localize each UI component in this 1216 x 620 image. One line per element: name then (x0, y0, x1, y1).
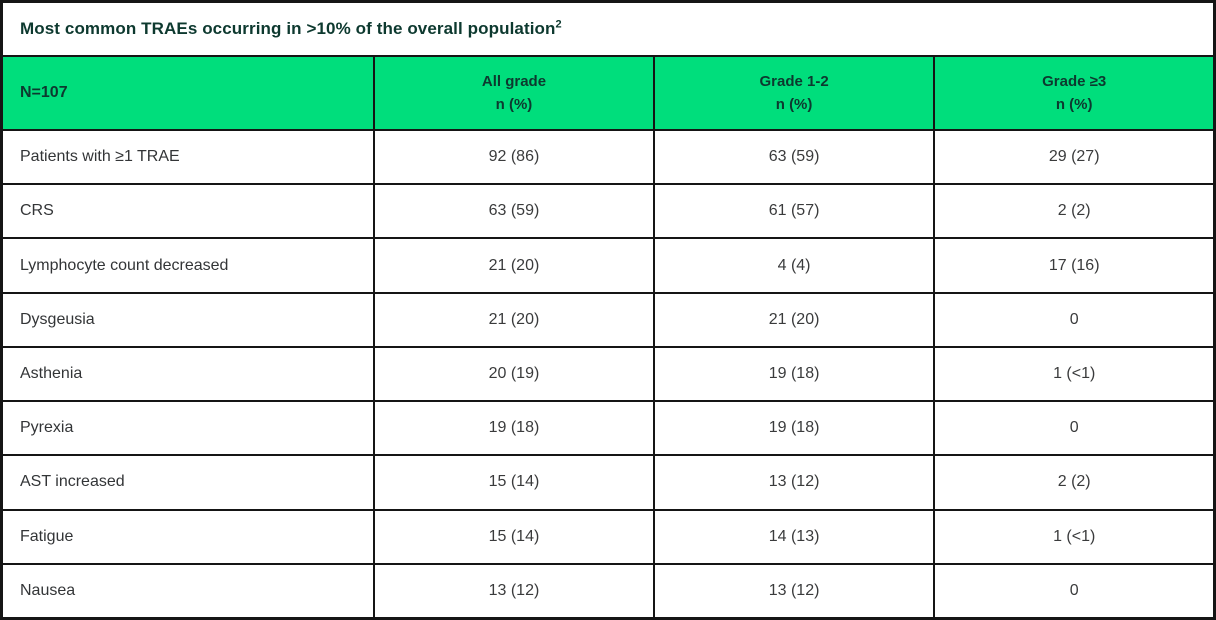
table-row: Asthenia 20 (19) 19 (18) 1 (<1) (3, 345, 1213, 401)
grade-1-2-cell: 61 (57) (652, 185, 934, 238)
all-grade-cell: 20 (19) (373, 347, 653, 401)
table-title-footnote-marker: 2 (555, 18, 562, 31)
row-label-cell: Asthenia (20, 364, 83, 382)
table-row: CRS 63 (59) 61 (57) 2 (2) (3, 183, 1213, 238)
header-grade-3plus-label: Grade ≥3 (1042, 72, 1107, 90)
all-grade-cell: 21 (20) (373, 239, 653, 292)
header-all-grade-unit: n (%) (495, 96, 533, 113)
grade-1-2-cell: 19 (18) (652, 347, 934, 401)
table-title-text: Most common TRAEs occurring in >10% of t… (20, 19, 556, 38)
row-label-cell: Fatigue (20, 527, 74, 545)
grade-1-2-cell: 14 (13) (652, 510, 934, 563)
grade-3plus-cell: 0 (933, 293, 1213, 346)
table-title: Most common TRAEs occurring in >10% of t… (20, 19, 562, 39)
table-header-row: N=107 All grade n (%) Grade 1-2 n (%) Gr… (3, 57, 1213, 131)
grade-1-2-cell: 13 (12) (652, 564, 934, 617)
grade-3plus-cell: 17 (16) (933, 239, 1213, 292)
table-row: Dysgeusia 21 (20) 21 (20) 0 (3, 291, 1213, 346)
table-row: Patients with ≥1 TRAE 92 (86) 63 (59) 29… (3, 131, 1213, 184)
grade-3plus-cell: 0 (933, 564, 1213, 617)
header-all-grade-label: All grade (481, 72, 547, 90)
all-grade-cell: 21 (20) (373, 293, 653, 346)
row-label-cell: AST increased (20, 473, 125, 491)
row-label-cell: Nausea (20, 581, 76, 599)
grade-3plus-cell: 2 (2) (933, 456, 1213, 509)
table-row: Nausea 13 (12) 13 (12) 0 (3, 562, 1213, 617)
row-label-cell: Patients with ≥1 TRAE (20, 148, 180, 166)
table-row: Pyrexia 19 (18) 19 (18) 0 (3, 400, 1213, 455)
row-label-cell: CRS (20, 202, 54, 220)
all-grade-cell: 92 (86) (373, 131, 653, 184)
header-grade-1-2-unit: n (%) (775, 96, 813, 113)
grade-3plus-cell: 1 (<1) (933, 347, 1213, 401)
header-cell-population: N=107 (3, 57, 373, 129)
table-row: AST increased 15 (14) 13 (12) 2 (2) (3, 454, 1213, 509)
grade-1-2-cell: 4 (4) (652, 239, 934, 292)
table-row: Lymphocyte count decreased 21 (20) 4 (4)… (3, 237, 1213, 292)
all-grade-cell: 63 (59) (373, 185, 653, 238)
header-cell-grade-1-2: Grade 1-2 n (%) (652, 57, 934, 129)
header-grade-3plus-unit: n (%) (1055, 96, 1093, 113)
grade-3plus-cell: 1 (<1) (933, 510, 1213, 563)
grade-3plus-cell: 29 (27) (933, 131, 1213, 184)
grade-3plus-cell: 2 (2) (933, 185, 1213, 238)
row-label-cell: Pyrexia (20, 419, 74, 437)
all-grade-cell: 13 (12) (373, 564, 653, 617)
all-grade-cell: 15 (14) (373, 456, 653, 509)
table-body: Patients with ≥1 TRAE 92 (86) 63 (59) 29… (3, 131, 1213, 617)
row-label-cell: Lymphocyte count decreased (20, 256, 229, 274)
all-grade-cell: 15 (14) (373, 510, 653, 563)
header-population-label: N=107 (20, 83, 68, 101)
table-row: Fatigue 15 (14) 14 (13) 1 (<1) (3, 508, 1213, 563)
header-cell-grade-3plus: Grade ≥3 n (%) (933, 57, 1213, 129)
all-grade-cell: 19 (18) (373, 402, 653, 455)
grade-1-2-cell: 13 (12) (652, 456, 934, 509)
grade-1-2-cell: 63 (59) (652, 131, 934, 184)
header-cell-all-grade: All grade n (%) (373, 57, 653, 129)
row-label-cell: Dysgeusia (20, 310, 95, 328)
grade-1-2-cell: 21 (20) (652, 293, 934, 346)
grade-3plus-cell: 0 (933, 402, 1213, 455)
table-title-band: Most common TRAEs occurring in >10% of t… (3, 3, 1213, 57)
header-grade-1-2-label: Grade 1-2 (759, 72, 829, 90)
grade-1-2-cell: 19 (18) (652, 402, 934, 455)
